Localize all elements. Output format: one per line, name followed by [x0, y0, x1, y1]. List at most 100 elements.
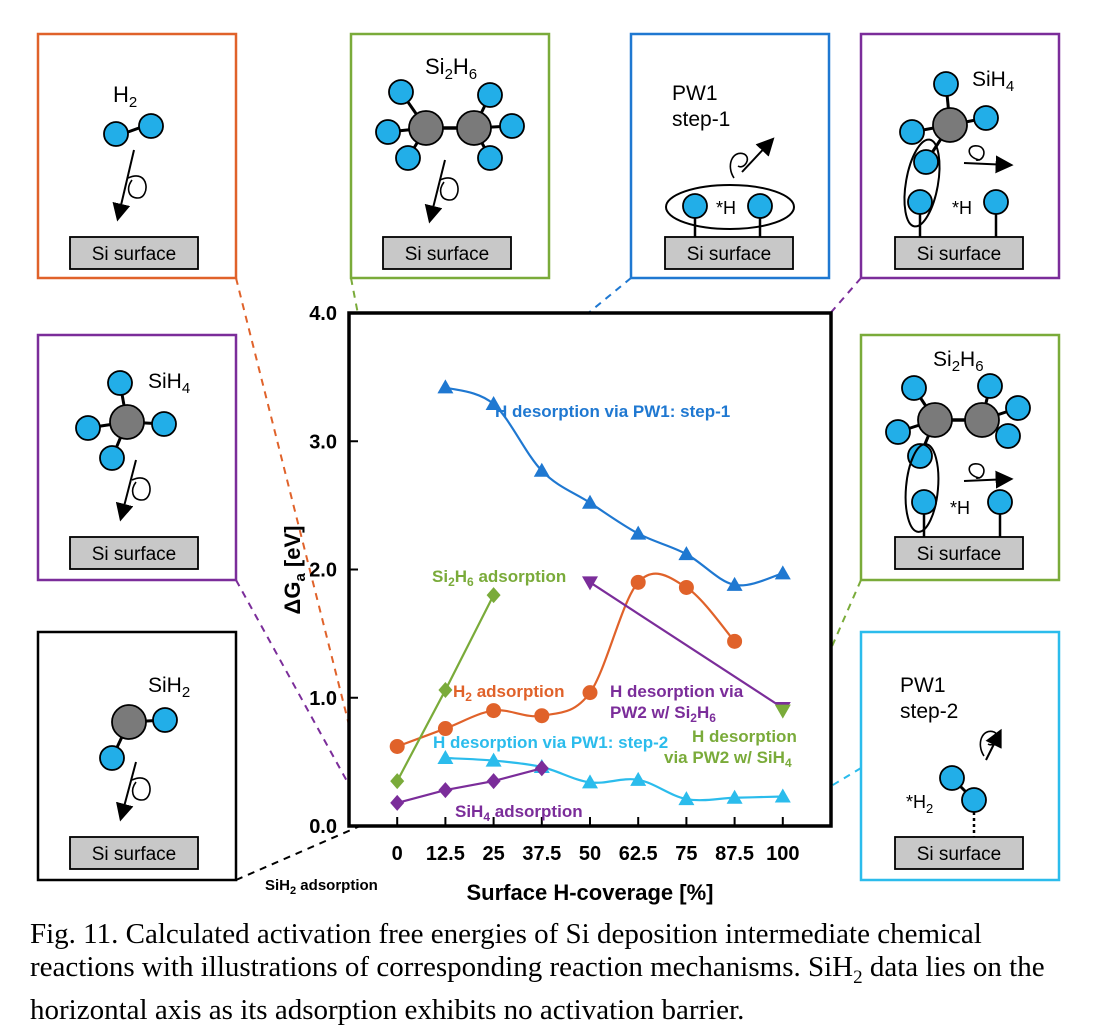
data-point	[726, 789, 743, 804]
y-tick-label: 2.0	[309, 560, 337, 582]
data-point	[438, 782, 453, 799]
panel-sih2: SiH2 Si surface	[36, 630, 238, 882]
label-pw2-si2h6-line2: PW2 w/ Si2H6	[610, 703, 716, 725]
si-surface-block	[69, 236, 199, 270]
data-point	[438, 682, 453, 699]
chart: 0.0 1.0 2.0 3.0 4.0 0 12.5 25 37.5 50 62.5 75 87.5 1…	[265, 303, 833, 905]
svg-text:*H: *H	[950, 498, 970, 518]
data-point	[582, 774, 598, 789]
data-point	[727, 633, 743, 649]
y-tick-label: 3.0	[309, 431, 337, 453]
panel-si2h6-right: Si2H6 *H Si surface	[859, 333, 1061, 582]
x-tick-label: 12.5	[426, 843, 465, 865]
panel-sih4-left: SiH4 Si surface	[36, 333, 238, 582]
data-point	[389, 738, 405, 754]
data-point	[486, 587, 501, 604]
label-pw2-sih4: H desorption	[692, 727, 797, 746]
data-point	[437, 379, 454, 394]
h-atom	[138, 113, 164, 139]
x-tick-label: 100	[766, 843, 799, 865]
series-line	[396, 767, 543, 804]
label-h2-adsorption: H2 adsorption	[453, 682, 565, 704]
svg-text:Si surface: Si surface	[92, 544, 176, 565]
data-point	[533, 462, 550, 477]
series-6	[390, 760, 549, 811]
panel-h2-formula: H2	[113, 82, 137, 111]
data-point	[630, 771, 647, 786]
series-layer	[389, 379, 791, 811]
svg-text:Si surface: Si surface	[405, 244, 489, 265]
panel-sih4-formula: SiH4	[972, 68, 1014, 95]
label-pw2-si2h6: H desorption via	[610, 682, 744, 701]
x-tick-label: 75	[675, 843, 697, 865]
step1-label: step-1	[672, 108, 730, 131]
data-point	[390, 794, 405, 811]
data-point	[678, 546, 695, 561]
svg-text:SiH4: SiH4	[148, 370, 190, 397]
svg-text:Si2H6: Si2H6	[933, 348, 984, 375]
svg-text:PW1: PW1	[900, 674, 946, 697]
svg-text:Si surface: Si surface	[917, 844, 1001, 865]
svg-text:Si surface: Si surface	[917, 244, 1001, 265]
data-point	[486, 703, 502, 719]
data-point	[534, 708, 550, 724]
panel-pw1-step2: PW1 step-2 *H2 Si surface	[859, 630, 1061, 882]
x-tick-label: 0	[392, 843, 403, 865]
panel-h2: H2 Si surface	[36, 32, 238, 280]
y-tick-label: 1.0	[309, 688, 337, 710]
data-point	[630, 574, 646, 590]
label-si2h6-adsorption: Si2H6 adsorption	[432, 567, 566, 589]
data-point	[726, 576, 743, 591]
pw1-label: PW1	[672, 82, 718, 105]
svg-text:step-2: step-2	[900, 700, 958, 723]
label-pw2-sih4-line2: via PW2 w/ SiH4	[664, 748, 792, 770]
leader-h2	[235, 277, 369, 801]
svg-text:SiH2: SiH2	[148, 674, 190, 701]
series-line	[589, 581, 784, 709]
x-tick-label: 62.5	[619, 843, 658, 865]
panel-sih4-top: SiH4 *H Si surface	[859, 32, 1061, 280]
y-tick-label: 4.0	[309, 303, 337, 325]
label-pw1-step2: H desorption via PW1: step-2	[433, 733, 668, 752]
figure-caption: Fig. 11. Calculated activation free ener…	[30, 918, 1045, 1026]
data-point	[437, 750, 454, 765]
data-point	[678, 791, 695, 806]
x-tick-label: 25	[482, 843, 504, 865]
label-sih2-adsorption: SiH2 adsorption	[265, 877, 378, 897]
series-0	[437, 379, 791, 591]
data-point	[630, 525, 647, 540]
svg-text:Si surface: Si surface	[917, 544, 1001, 565]
data-point	[534, 760, 549, 777]
leader-sih2	[235, 825, 361, 881]
y-ticks: 0.0 1.0 2.0 3.0 4.0	[309, 303, 358, 838]
svg-text:*H: *H	[952, 198, 972, 218]
data-point	[437, 721, 453, 737]
data-point	[390, 773, 405, 790]
data-point	[486, 773, 501, 790]
data-point	[774, 704, 791, 719]
leader-pw1-step2	[807, 767, 862, 801]
series-2	[390, 587, 501, 790]
svg-text:Si surface: Si surface	[92, 844, 176, 865]
svg-text:*H2: *H2	[906, 792, 933, 816]
series-4	[774, 704, 791, 719]
svg-text:*H: *H	[716, 198, 736, 218]
panel-si2h6: Si2H6 Si surface	[349, 32, 551, 280]
leader-sih4-left	[235, 579, 365, 813]
data-point	[678, 579, 694, 595]
data-point	[774, 565, 791, 580]
h-atom	[103, 121, 129, 147]
data-point	[774, 788, 791, 803]
label-pw1-step1: H desorption via PW1: step-1	[495, 402, 730, 421]
x-tick-label: 87.5	[715, 843, 754, 865]
series-1	[389, 572, 743, 754]
y-axis-title: ΔGa [eV]	[280, 526, 309, 615]
y-tick-label: 0.0	[309, 816, 337, 838]
panel-si2h6-formula: Si2H6	[425, 54, 477, 83]
data-point	[485, 396, 502, 411]
x-ticks: 0 12.5 25 37.5 50 62.5 75 87.5 100	[392, 817, 799, 865]
si-surface-label: Si surface	[92, 244, 176, 265]
svg-text:Si surface: Si surface	[687, 244, 771, 265]
data-point	[582, 576, 598, 591]
